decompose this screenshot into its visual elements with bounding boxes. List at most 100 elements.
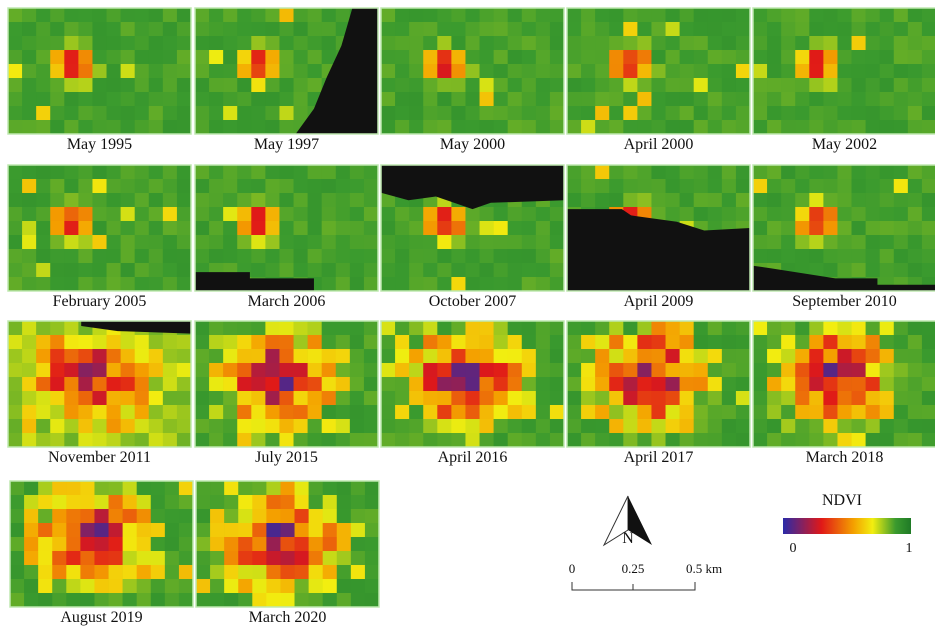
panel-caption: April 2000 <box>624 136 694 153</box>
figure: May 1995May 1997May 2000April 2000May 20… <box>0 0 935 632</box>
pixel <box>265 165 279 179</box>
pixel <box>480 321 494 335</box>
pixel <box>322 179 336 193</box>
pixel <box>337 481 351 495</box>
pixel <box>251 193 265 207</box>
pixel <box>121 50 135 64</box>
pixel <box>522 433 536 447</box>
pixel <box>623 165 637 179</box>
pixel <box>795 363 809 377</box>
pixel <box>121 363 135 377</box>
pixel <box>78 193 92 207</box>
pixel <box>451 377 465 391</box>
pixel <box>623 193 637 207</box>
pixel <box>908 391 922 405</box>
pixel <box>894 419 908 433</box>
pixel <box>10 509 24 523</box>
pixel <box>395 36 409 50</box>
pixel <box>177 419 191 433</box>
pixel <box>722 321 736 335</box>
pixel <box>480 405 494 419</box>
pixel <box>550 391 564 405</box>
pixel <box>508 235 522 249</box>
pixel <box>922 221 935 235</box>
pixel <box>922 165 935 179</box>
pixel <box>121 165 135 179</box>
pixel <box>8 405 22 419</box>
pixel <box>494 249 508 263</box>
pixel <box>581 120 595 134</box>
pixel <box>437 263 451 277</box>
pixel <box>279 235 293 249</box>
pixel <box>637 433 651 447</box>
pixel <box>64 78 78 92</box>
pixel <box>767 50 781 64</box>
pixel <box>163 193 177 207</box>
pixel <box>894 64 908 78</box>
pixel <box>736 179 750 193</box>
pixel <box>722 78 736 92</box>
pixel <box>494 391 508 405</box>
pixel <box>666 165 680 179</box>
pixel <box>637 22 651 36</box>
pixel <box>908 263 922 277</box>
pixel <box>107 377 121 391</box>
pixel <box>123 593 137 607</box>
pixel <box>92 349 106 363</box>
pixel <box>581 405 595 419</box>
pixel <box>350 235 364 249</box>
pixel <box>308 433 322 447</box>
pixel <box>866 391 880 405</box>
pixel <box>135 106 149 120</box>
pixel <box>149 249 163 263</box>
pixel <box>265 92 279 106</box>
pixel <box>908 64 922 78</box>
pixel <box>767 433 781 447</box>
pixel <box>465 335 479 349</box>
pixel <box>280 523 294 537</box>
pixel <box>694 106 708 120</box>
pixel <box>866 36 880 50</box>
pixel <box>294 8 308 22</box>
pixel <box>196 579 210 593</box>
pixel <box>322 433 336 447</box>
pixel <box>637 193 651 207</box>
pixel <box>753 78 767 92</box>
pixel <box>409 321 423 335</box>
pixel <box>536 22 550 36</box>
pixel <box>922 263 935 277</box>
pixel <box>265 207 279 221</box>
pixel <box>336 349 350 363</box>
pixel <box>308 249 322 263</box>
pixel <box>623 78 637 92</box>
pixel <box>121 249 135 263</box>
pixel <box>423 391 437 405</box>
pixel <box>550 405 564 419</box>
pixel <box>78 36 92 50</box>
pixel <box>722 363 736 377</box>
pixel <box>451 207 465 221</box>
pixel <box>680 36 694 50</box>
pixel <box>536 106 550 120</box>
pixel <box>666 8 680 22</box>
pixel <box>680 8 694 22</box>
pixel <box>609 349 623 363</box>
legend-label: 0 <box>790 541 797 556</box>
pixel <box>423 106 437 120</box>
pixel <box>508 249 522 263</box>
pixel <box>121 419 135 433</box>
pixel <box>395 249 409 263</box>
pixel <box>722 36 736 50</box>
pixel <box>852 22 866 36</box>
pixel <box>195 36 209 50</box>
pixel <box>550 221 564 235</box>
pixel <box>109 593 123 607</box>
pixel <box>109 579 123 593</box>
pixel <box>409 22 423 36</box>
pixel <box>223 120 237 134</box>
pixel <box>494 263 508 277</box>
pixel <box>795 165 809 179</box>
pixel <box>36 165 50 179</box>
pixel <box>22 221 36 235</box>
pixel <box>666 78 680 92</box>
